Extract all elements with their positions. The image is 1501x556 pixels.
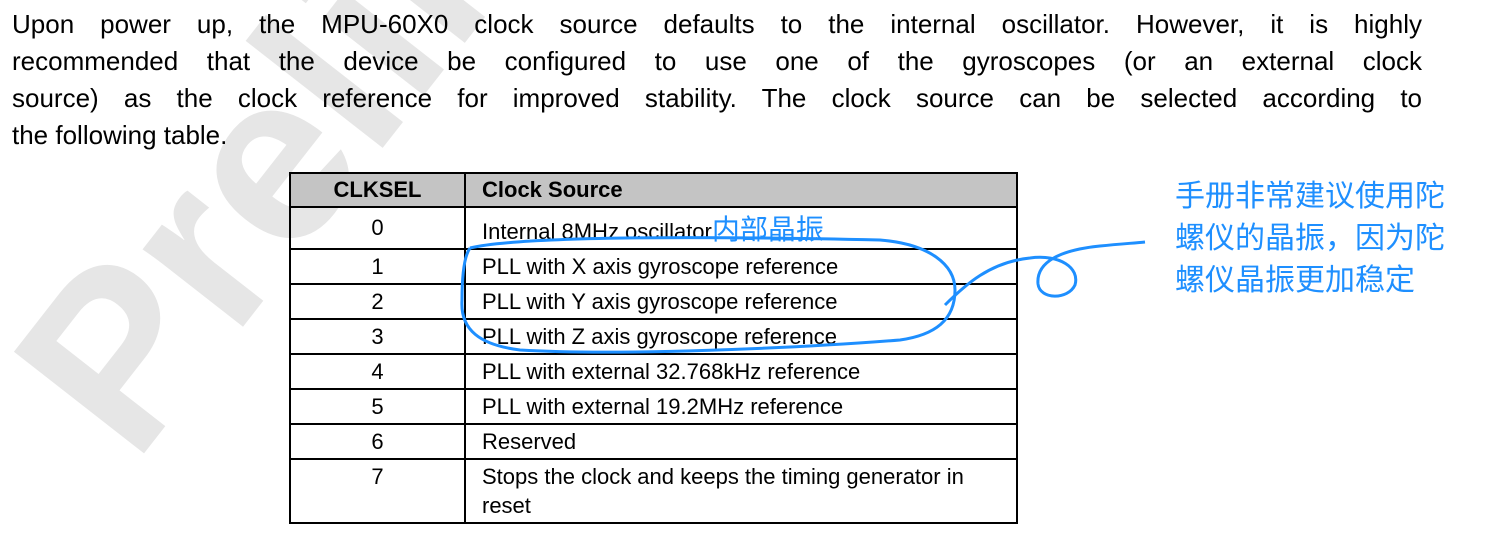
clksel-cell: 5 xyxy=(289,388,466,425)
paragraph-line: Upon power up, the MPU-60X0 clock source… xyxy=(12,9,1422,39)
highlight-ellipse xyxy=(460,236,957,354)
table-row: 6 Reserved xyxy=(289,423,1018,460)
source-cell: PLL with X axis gyroscope reference xyxy=(464,248,1018,285)
table-row: 4 PLL with external 32.768kHz reference xyxy=(289,353,1018,390)
side-note-line: 螺仪晶振更加稳定 xyxy=(1175,264,1415,297)
clksel-cell: 4 xyxy=(289,353,466,390)
table-row: 2 PLL with Y axis gyroscope reference xyxy=(289,283,1018,320)
source-text: Stops the clock and keeps the timing gen… xyxy=(482,464,964,518)
table-row: 7 Stops the clock and keeps the timing ge… xyxy=(289,458,1018,524)
clock-table: CLKSEL Clock Source 0 Internal 8MHz oscil… xyxy=(289,172,1018,524)
clksel-cell: 7 xyxy=(289,458,466,524)
paragraph-line: source) as the clock reference for impro… xyxy=(12,83,1422,113)
table-row: 1 PLL with X axis gyroscope reference xyxy=(289,248,1018,285)
source-text: PLL with Z axis gyroscope reference xyxy=(482,323,838,349)
side-note-line: 螺仪的晶振，因为陀 xyxy=(1175,222,1445,255)
clksel-cell: 2 xyxy=(289,283,466,320)
clksel-cell: 0 xyxy=(289,206,466,250)
source-text: Reserved xyxy=(482,428,577,454)
source-cell: Stops the clock and keeps the timing gen… xyxy=(464,458,1018,524)
source-cell: PLL with external 32.768kHz reference xyxy=(464,353,1018,390)
clksel-cell: 6 xyxy=(289,423,466,460)
source-text: PLL with external 32.768kHz reference xyxy=(482,358,861,384)
clksel-cell: 1 xyxy=(289,248,466,285)
paragraph: Upon power up, the MPU-60X0 clock source… xyxy=(12,6,1422,154)
paragraph-line: recommended that the device be configure… xyxy=(12,46,1422,76)
side-note-line: 手册非常建议使用陀 xyxy=(1175,180,1445,213)
side-note: 手册非常建议使用陀 螺仪的晶振，因为陀 螺仪晶振更加稳定 xyxy=(1175,176,1445,302)
source-cell: Reserved xyxy=(464,423,1018,460)
header-cell: Clock Source xyxy=(464,172,1018,208)
table-row: 5 PLL with external 19.2MHz reference xyxy=(289,388,1018,425)
table-body: 0 Internal 8MHz oscillator内部晶振 1 PLL with X… xyxy=(289,206,1018,524)
header-row: CLKSEL Clock Source xyxy=(289,172,1018,208)
header-cell: CLKSEL xyxy=(289,172,466,208)
source-cell: PLL with Y axis gyroscope reference xyxy=(464,283,1018,320)
source-text: PLL with external 19.2MHz reference xyxy=(482,393,844,419)
source-text: PLL with Y axis gyroscope reference xyxy=(482,288,838,314)
paragraph-line: the following table. xyxy=(12,120,228,150)
source-cell: PLL with external 19.2MHz reference xyxy=(464,388,1018,425)
connector-line xyxy=(943,240,1146,307)
source-text: PLL with X axis gyroscope reference xyxy=(482,253,839,279)
clksel-cell: 3 xyxy=(289,318,466,355)
